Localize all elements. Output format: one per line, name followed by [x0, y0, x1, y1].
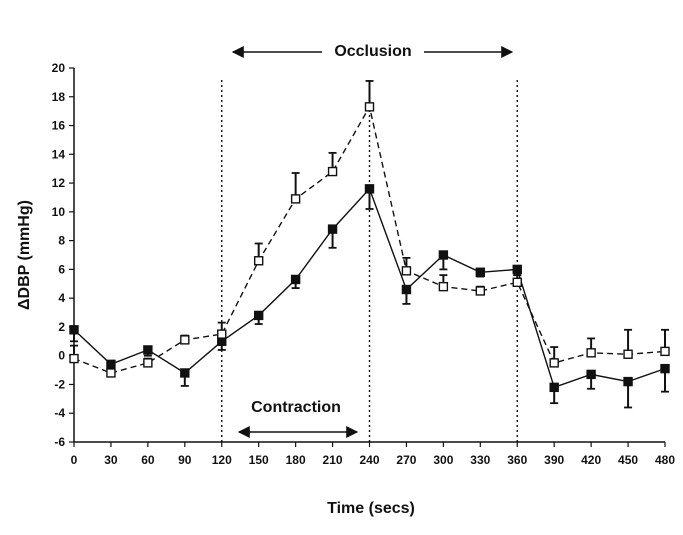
y-axis-label: ΔDBP (mmHg): [16, 200, 33, 310]
series-2: [69, 80, 670, 378]
y-tick-label: -4: [54, 406, 65, 420]
open-square-point: [401, 266, 412, 276]
filled-square-point: [401, 284, 412, 295]
x-tick-label: 30: [104, 453, 118, 467]
series-line: [73, 187, 666, 389]
y-tick-label: 4: [58, 291, 65, 305]
open-square-point: [586, 348, 596, 358]
x-tick-label: 390: [544, 453, 564, 467]
occlusion-dividers: [221, 80, 518, 442]
open-square-point: [549, 358, 559, 368]
y-tick-label: 0: [58, 349, 65, 363]
y-tick-label: 10: [52, 205, 66, 219]
open-square-point: [512, 277, 522, 288]
open-square-point: [180, 335, 190, 345]
open-square-point: [623, 349, 633, 359]
contraction-label: Contraction: [251, 399, 341, 416]
filled-square-point: [69, 325, 79, 335]
open-square-point: [475, 286, 486, 296]
open-square-point: [217, 329, 227, 339]
filled-square-point: [327, 224, 338, 234]
x-tick-label: 90: [178, 453, 192, 467]
filled-square-point: [290, 274, 301, 285]
series-layer: [69, 80, 670, 409]
series-1: [69, 184, 670, 409]
y-tick-label: 16: [52, 119, 66, 133]
occlusion-label: Occlusion: [334, 43, 411, 60]
x-tick-label: 300: [433, 453, 453, 467]
open-square-point: [290, 194, 301, 204]
open-square-point: [253, 256, 264, 266]
y-tick-label: 14: [52, 147, 66, 161]
y-tick-label: 6: [58, 262, 65, 276]
x-tick-label: 210: [323, 453, 343, 467]
y-tick-label: 12: [52, 176, 66, 190]
x-axis-label: Time (secs): [327, 500, 415, 517]
filled-square-point: [660, 363, 670, 374]
y-tick-label: -6: [54, 435, 65, 449]
filled-square-point: [253, 310, 264, 321]
open-square-point: [660, 346, 670, 357]
filled-square-point: [438, 250, 449, 260]
x-tick-label: 450: [618, 453, 638, 467]
x-tick-label: 270: [396, 453, 416, 467]
y-tick-label: 20: [52, 61, 66, 75]
x-tick-label: 480: [655, 453, 675, 467]
open-square-point: [69, 353, 79, 364]
y-tick-label: -2: [54, 377, 65, 391]
x-tick-label: 60: [141, 453, 155, 467]
filled-square-point: [475, 267, 486, 277]
x-tick-label: 420: [581, 453, 601, 467]
x-tick-label: 240: [359, 453, 379, 467]
x-tick-label: 180: [286, 453, 306, 467]
annotations: Occlusion Contraction: [231, 43, 514, 438]
x-tick-label: 120: [212, 453, 232, 467]
open-square-point: [438, 281, 449, 292]
filled-square-point: [143, 345, 153, 355]
y-tick-label: 18: [52, 90, 66, 104]
filled-square-point: [512, 264, 522, 275]
x-tick-label: 150: [249, 453, 269, 467]
x-tick-label: 330: [470, 453, 490, 467]
filled-square-point: [180, 368, 190, 378]
open-square-point: [143, 358, 153, 368]
y-tick-label: 2: [58, 320, 65, 334]
open-square-point: [364, 102, 375, 112]
y-tick-label: 8: [58, 234, 65, 248]
open-square-point: [106, 368, 116, 378]
filled-square-point: [623, 376, 633, 387]
x-tick-label: 0: [71, 453, 78, 467]
filled-square-point: [586, 369, 596, 380]
filled-square-point: [549, 382, 559, 393]
filled-square-point: [364, 184, 375, 194]
x-tick-label: 360: [507, 453, 527, 467]
open-square-point: [327, 166, 338, 177]
